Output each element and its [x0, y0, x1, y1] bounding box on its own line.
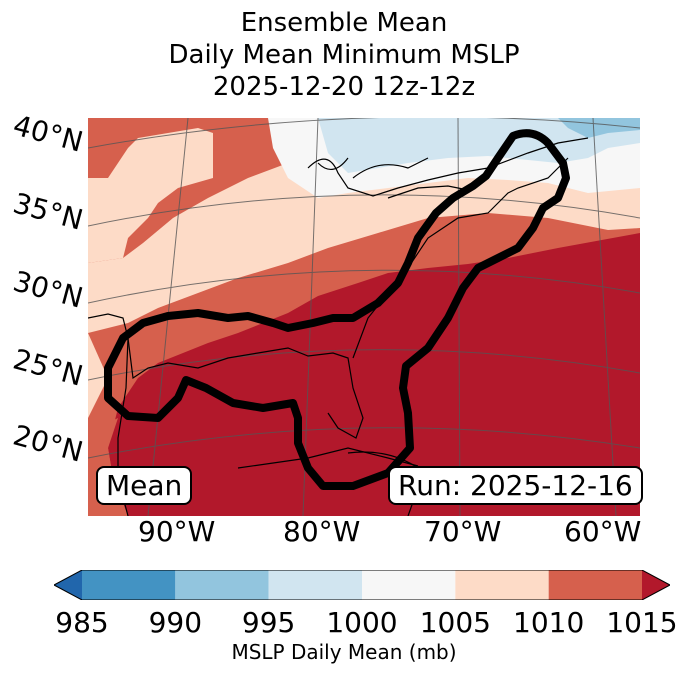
mean-label-box: Mean	[96, 466, 193, 505]
lat-label-35: 35°N	[9, 186, 87, 237]
lat-label-30: 30°N	[9, 264, 87, 315]
map-panel	[88, 118, 640, 516]
lon-label-80w: 80°W	[283, 515, 361, 548]
colorbar-tick-label: 990	[148, 606, 203, 639]
colorbar-tick-label: 1015	[606, 606, 678, 639]
field-990-995	[558, 118, 640, 138]
colorbar-bin-4	[362, 570, 456, 600]
colorbar-bin-0	[54, 570, 82, 600]
colorbar-bin-1	[82, 570, 176, 600]
colorbar-bin-2	[175, 570, 269, 600]
lon-label-70w: 70°W	[424, 515, 502, 548]
field-1005-1010	[88, 128, 213, 263]
lat-label-20: 20°N	[9, 418, 87, 469]
mean-contour	[104, 129, 570, 490]
field-1005-1010-sw	[88, 333, 108, 418]
colorbar-tick-label: 1005	[419, 606, 491, 639]
colorbar-bin-6	[548, 570, 642, 600]
colorbar	[54, 570, 670, 600]
title-line-1: Ensemble Mean	[240, 8, 448, 38]
run-label-box: Run: 2025-12-16	[388, 466, 643, 505]
colorbar-tick-label: 995	[241, 606, 296, 639]
lon-label-90w: 90°W	[138, 515, 216, 548]
colorbar-tick-label: 1000	[326, 606, 398, 639]
colorbar-label: MSLP Daily Mean (mb)	[231, 640, 457, 664]
colorbar-tick-label: 1010	[513, 606, 585, 639]
colorbar-tick-label: 985	[55, 606, 109, 639]
mslp-map	[88, 118, 640, 516]
lat-label-40: 40°N	[9, 108, 87, 159]
title-line-2: Daily Mean Minimum MSLP	[168, 40, 520, 70]
colorbar-bin-3	[268, 570, 362, 600]
title-line-3: 2025-12-20 12z-12z	[212, 72, 476, 102]
lon-label-60w: 60°W	[564, 515, 642, 548]
colorbar-bin-5	[455, 570, 549, 600]
colorbar-bin-7	[642, 570, 670, 600]
lat-label-25: 25°N	[9, 342, 87, 393]
